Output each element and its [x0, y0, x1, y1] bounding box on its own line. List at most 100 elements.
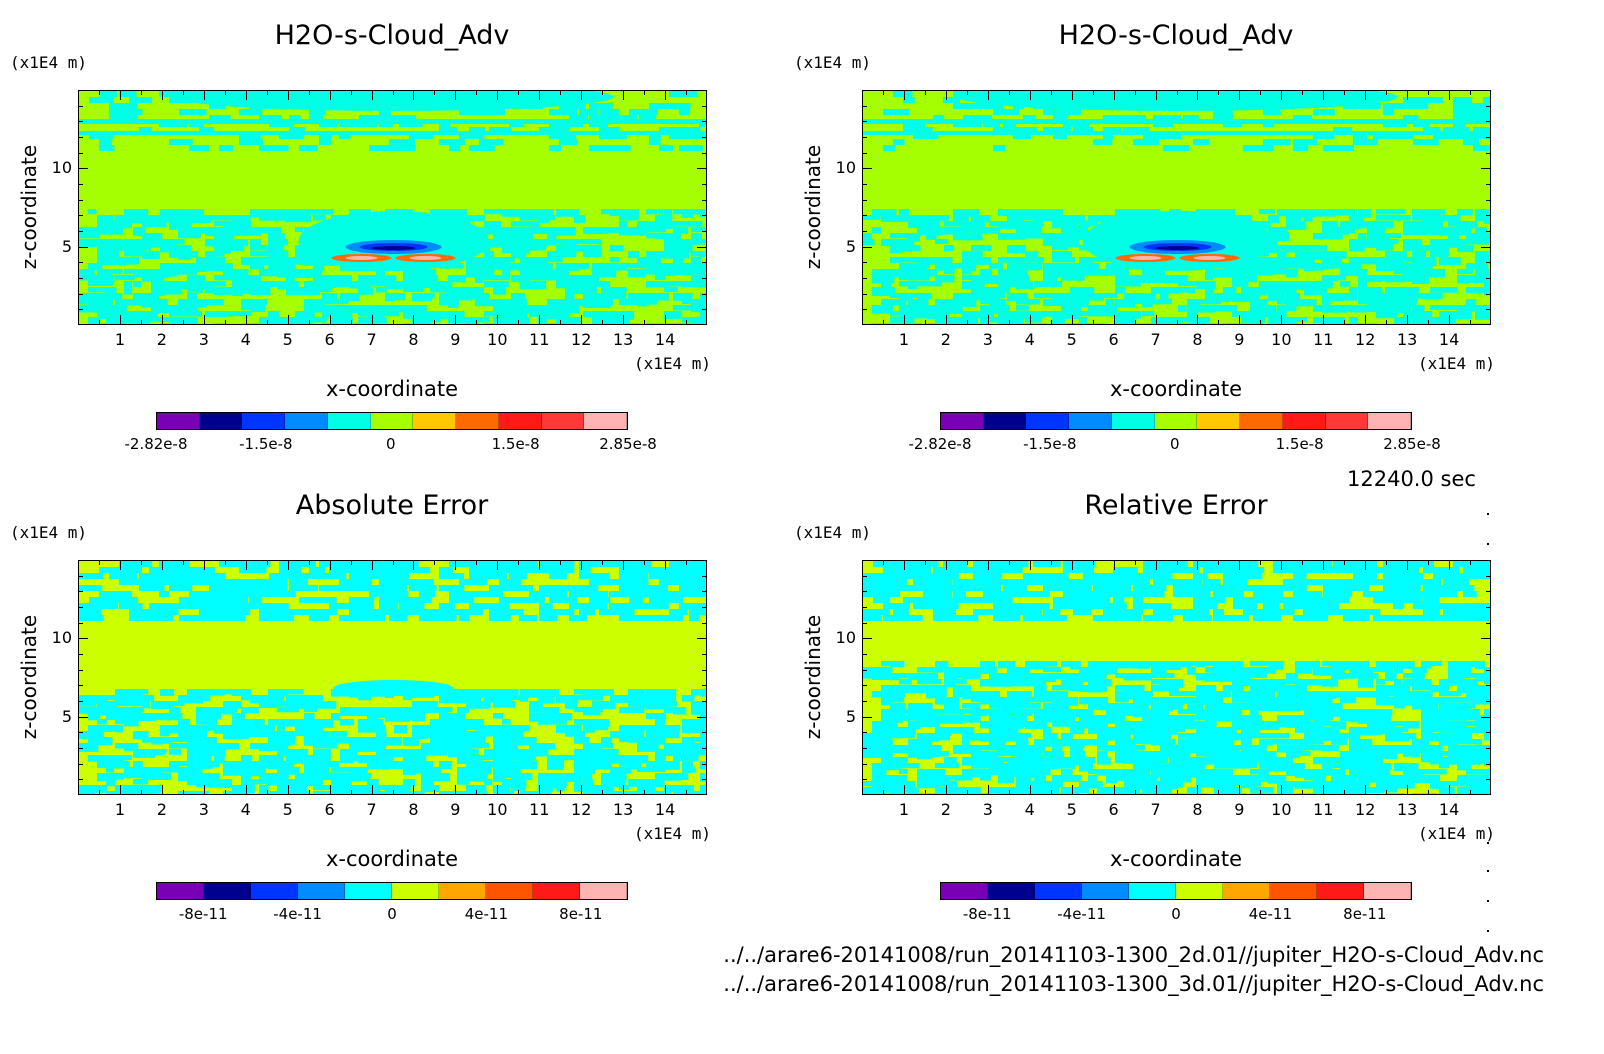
field-cell [1223, 781, 1247, 787]
field-cell [682, 263, 704, 270]
field-cell [1453, 109, 1471, 115]
field-cell [493, 287, 506, 295]
field-cell [430, 311, 457, 319]
field-cell [1223, 293, 1236, 302]
field-cell [619, 227, 630, 236]
field-cell [1061, 733, 1073, 742]
x-tick-label: 7 [366, 330, 377, 349]
x-tick-top [455, 90, 457, 100]
field-cell [890, 233, 920, 239]
field-cell [1484, 745, 1490, 751]
field-cell [277, 731, 297, 738]
field-cell [599, 127, 621, 133]
field-cell [409, 567, 431, 573]
field-cell [250, 305, 266, 313]
field-cell [1223, 579, 1248, 585]
field-cell [1353, 573, 1377, 579]
field-cell [1093, 585, 1108, 591]
field-cell [549, 145, 561, 151]
field-cell [403, 311, 420, 319]
field-cell [565, 293, 575, 300]
field-cell [1016, 227, 1028, 235]
field-cell [1483, 603, 1490, 609]
field-cell [1353, 561, 1377, 567]
field-cell [149, 603, 178, 609]
x-tick-top [1449, 90, 1451, 100]
field-cell [196, 755, 212, 764]
field-cell [1333, 127, 1352, 133]
field-cell [1142, 673, 1152, 679]
field-cell [899, 679, 912, 685]
field-cell [124, 767, 138, 775]
field-cell [484, 695, 513, 703]
field-cell [1413, 97, 1431, 103]
field-cell [993, 609, 1008, 615]
x-tick-top [476, 90, 478, 95]
field-cell [268, 311, 280, 318]
x-tick-top [1029, 560, 1031, 570]
field-cell [199, 579, 225, 585]
field-cell [1250, 775, 1261, 784]
field-cell [1034, 745, 1046, 753]
field-cell [679, 567, 706, 573]
field-cell [1243, 609, 1271, 615]
field-cell [529, 791, 547, 794]
field-cell [1115, 709, 1127, 717]
field-cell [1163, 579, 1186, 585]
field-cell [1394, 763, 1419, 771]
field-cell [1403, 293, 1428, 299]
y-tick-right [1486, 669, 1491, 671]
field-cell [998, 287, 1011, 294]
field-cell [419, 585, 437, 591]
field-cell [1106, 775, 1117, 784]
field-cell [1475, 215, 1490, 221]
field-cell [1250, 685, 1262, 692]
field-cell [1376, 245, 1393, 251]
field-cell [1187, 787, 1202, 794]
y-tick-right [1486, 575, 1491, 577]
field-cell [649, 615, 665, 621]
field-cell [439, 585, 465, 591]
x-tick-bottom [1134, 320, 1136, 325]
field-cell [139, 615, 153, 621]
field-cell [1403, 245, 1433, 251]
field-cell [109, 109, 123, 115]
field-cell [610, 293, 627, 299]
field-cell [1163, 115, 1182, 121]
field-cell [539, 603, 553, 609]
field-cell [286, 323, 299, 324]
field-cell [187, 275, 205, 283]
field-cell [269, 585, 288, 591]
field-cell [569, 115, 588, 121]
x-tick-top [371, 90, 373, 100]
field-cell [1293, 115, 1313, 121]
field-cell [1151, 721, 1178, 728]
field-cell [106, 305, 122, 314]
field-cell [1169, 793, 1181, 794]
field-cell [1385, 305, 1411, 314]
field-cell [664, 263, 684, 271]
field-cell [1322, 305, 1348, 313]
field-cell [1106, 745, 1122, 752]
field-cell [1016, 715, 1025, 724]
field-cell [1322, 221, 1339, 229]
field-cell [214, 779, 233, 788]
field-cell [79, 603, 94, 609]
field-cell [169, 701, 185, 707]
field-cell [286, 275, 295, 283]
field-cell [419, 597, 430, 603]
field-cell [923, 133, 939, 139]
field-cell [304, 725, 320, 734]
field-cell [1214, 305, 1238, 312]
field-cell [890, 697, 905, 703]
field-cell [313, 773, 334, 780]
field-cell [1142, 275, 1164, 282]
colorbar-label: 0 [1169, 435, 1180, 453]
x-tick-top [1239, 560, 1241, 570]
field-cell [439, 281, 453, 289]
field-cell [97, 221, 122, 228]
field-cell [475, 731, 486, 738]
y-tick-left [862, 732, 867, 734]
x-tick-top [140, 90, 142, 95]
x-tick-bottom [1134, 790, 1136, 795]
